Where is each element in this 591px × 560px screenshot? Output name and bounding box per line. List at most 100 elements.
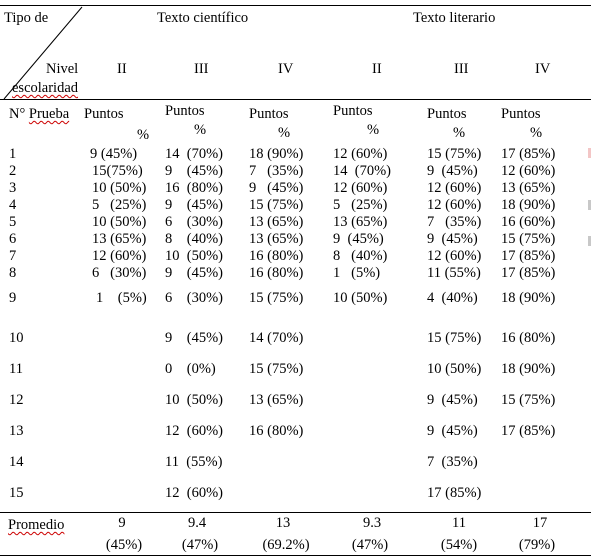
- score-cell: 13 (65%): [249, 214, 304, 230]
- footer-separator: [0, 512, 591, 513]
- average-value: 9: [118, 515, 126, 531]
- score-cell: 7 (35%): [427, 454, 478, 470]
- score-cell: 9 (45%): [165, 330, 223, 346]
- score-cell: 6 (30%): [165, 290, 223, 306]
- pct-sci-iv: %: [278, 125, 291, 141]
- score-cell: 18 (90%): [501, 290, 556, 306]
- score-cell: 12 (60%): [333, 180, 388, 196]
- score-cell: 10 (50%): [165, 248, 223, 264]
- average-value: 9.4: [187, 515, 207, 531]
- row-number: 10: [9, 330, 24, 346]
- pct-lit-iv: %: [530, 125, 543, 141]
- score-cell: 12 (60%): [501, 163, 556, 179]
- row-number: 14: [9, 454, 24, 470]
- score-cell: 9 (45%): [427, 423, 478, 439]
- score-cell: 14 (70%): [249, 330, 304, 346]
- header-diagonal-divider: [3, 6, 83, 100]
- score-cell: 7 (35%): [249, 163, 304, 179]
- average-value: 9.3: [362, 515, 382, 531]
- row-number: 4: [9, 197, 17, 213]
- score-cell: 12 (60%): [427, 180, 482, 196]
- score-cell: 12 (60%): [333, 146, 388, 162]
- puntos-lit-iv: Puntos: [501, 106, 541, 122]
- score-cell: 4 (40%): [427, 290, 478, 306]
- score-cell: 17 (85%): [501, 146, 556, 162]
- score-cell: 9 (45%): [427, 163, 478, 179]
- average-percent: (54%): [440, 537, 478, 553]
- score-cell: 16 (80%): [249, 423, 304, 439]
- row-number: 13: [9, 423, 24, 439]
- score-cell: 9 (45%): [90, 146, 138, 162]
- score-cell: 0 (0%): [165, 361, 216, 377]
- score-cell: 17 (85%): [427, 485, 482, 501]
- score-cell: 5 (25%): [333, 197, 388, 213]
- score-cell: 16 (80%): [165, 180, 223, 196]
- puntos-lit-iii: Puntos: [427, 106, 467, 122]
- average-value: 11: [452, 515, 466, 531]
- pct-sci-iii: %: [194, 122, 207, 138]
- score-cell: 1 (5%): [96, 290, 147, 306]
- score-cell: 15 (75%): [427, 330, 482, 346]
- score-cell: 5 (25%): [92, 197, 147, 213]
- score-cell: 15 (75%): [427, 146, 482, 162]
- score-cell: 7 (35%): [427, 214, 482, 230]
- score-cell: 12 (60%): [427, 197, 482, 213]
- average-value: 13: [275, 515, 291, 531]
- row-number: 2: [9, 163, 17, 179]
- average-percent: (69.2%): [262, 537, 310, 553]
- score-cell: 13 (65%): [92, 231, 147, 247]
- puntos-sci-iii: Puntos: [165, 103, 205, 119]
- score-cell: 15(75%): [92, 163, 143, 179]
- score-cell: 1 (5%): [333, 265, 381, 281]
- score-cell: 16 (80%): [249, 248, 304, 264]
- score-cell: 9 (45%): [165, 197, 223, 213]
- score-cell: 10 (50%): [427, 361, 482, 377]
- pct-lit-iii: %: [453, 125, 466, 141]
- score-cell: 13 (65%): [333, 214, 388, 230]
- pct-lit-ii: %: [367, 122, 380, 138]
- header-texto-cientifico: Texto científico: [157, 10, 249, 26]
- row-number: 5: [9, 214, 17, 230]
- row-number: 6: [9, 231, 17, 247]
- header-nivel: Nivel: [46, 61, 79, 77]
- header-texto-literario: Texto literario: [413, 10, 496, 26]
- score-cell: 9 (45%): [165, 265, 223, 281]
- cropped-edge-mark: [588, 236, 591, 246]
- score-cell: 16 (80%): [249, 265, 304, 281]
- score-cell: 18 (90%): [501, 197, 556, 213]
- pct-sci-ii: %: [137, 127, 150, 143]
- score-cell: 15 (75%): [501, 392, 556, 408]
- average-percent: (47%): [181, 537, 219, 553]
- prueba-word: Prueba: [28, 106, 70, 122]
- row-number: 11: [9, 361, 23, 377]
- score-cell: 16 (80%): [501, 330, 556, 346]
- average-percent: (79%): [518, 537, 556, 553]
- score-cell: 13 (65%): [249, 231, 304, 247]
- level-lit-iv: IV: [535, 61, 551, 77]
- puntos-sci-iv: Puntos: [249, 106, 289, 122]
- cropped-edge-mark: [588, 148, 591, 158]
- header-escolaridad: escolaridad: [12, 80, 79, 96]
- score-cell: 15 (75%): [249, 290, 304, 306]
- score-cell: 9 (45%): [427, 231, 478, 247]
- table-top-border: [0, 5, 591, 6]
- score-cell: 17 (85%): [501, 248, 556, 264]
- score-cell: 10 (50%): [333, 290, 388, 306]
- score-cell: 17 (85%): [501, 265, 556, 281]
- average-value: 17: [532, 515, 548, 531]
- score-cell: 8 (40%): [333, 248, 388, 264]
- score-cell: 12 (60%): [165, 485, 223, 501]
- score-cell: 6 (30%): [165, 214, 223, 230]
- score-cell: 12 (60%): [92, 248, 147, 264]
- row-number: 8: [9, 265, 17, 281]
- score-cell: 18 (90%): [249, 146, 304, 162]
- score-cell: 14 (70%): [333, 163, 391, 179]
- score-cell: 11 (55%): [427, 265, 481, 281]
- table-bottom-border: [0, 555, 591, 556]
- score-cell: 15 (75%): [249, 361, 304, 377]
- score-cell: 17 (85%): [501, 423, 556, 439]
- score-cell: 11 (55%): [165, 454, 223, 470]
- score-cell: 15 (75%): [501, 231, 556, 247]
- row-number: 1: [9, 146, 17, 162]
- score-cell: 8 (40%): [165, 231, 223, 247]
